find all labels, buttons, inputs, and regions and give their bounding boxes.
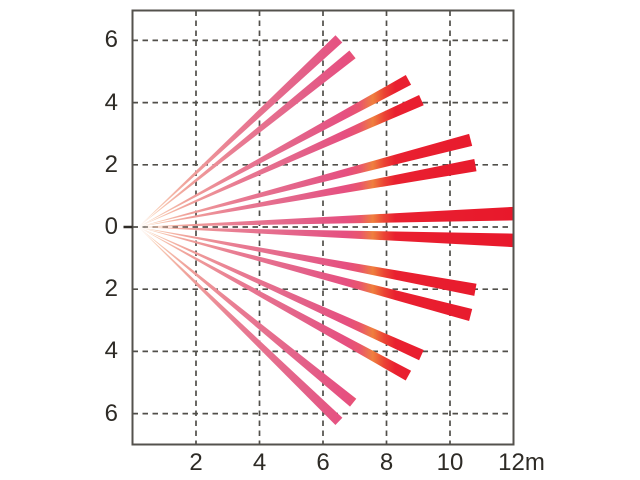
y-tick-label: 6 [104,26,118,54]
detection-beam [138,75,412,227]
x-tick-label: 8 [379,449,394,476]
detection-beam [138,133,473,227]
detection-beam [138,50,356,227]
y-tick-label: 4 [104,88,118,116]
detection-beam [138,206,514,227]
detection-beam [138,227,514,248]
detection-beam [138,227,343,425]
x-tick-label: 10 [436,449,464,476]
detection-beam [138,227,477,296]
detection-beam [138,159,477,227]
x-tick-label: 6 [316,449,330,476]
y-tick-label: 6 [104,399,118,427]
x-tick-label: 2 [189,449,203,476]
x-tick-label: 4 [252,449,267,476]
detection-beam [138,35,343,228]
detection-beam [138,227,412,381]
x-tick-label: 12m [498,449,545,476]
detection-beam [138,227,473,321]
y-tick-label: 0 [104,213,118,240]
y-tick-label: 2 [104,150,118,178]
y-tick-label: 2 [104,275,118,303]
detection-beam [138,227,357,407]
detection-beam [138,227,424,361]
detection-beam [138,95,424,227]
y-tick-label: 4 [104,337,118,365]
